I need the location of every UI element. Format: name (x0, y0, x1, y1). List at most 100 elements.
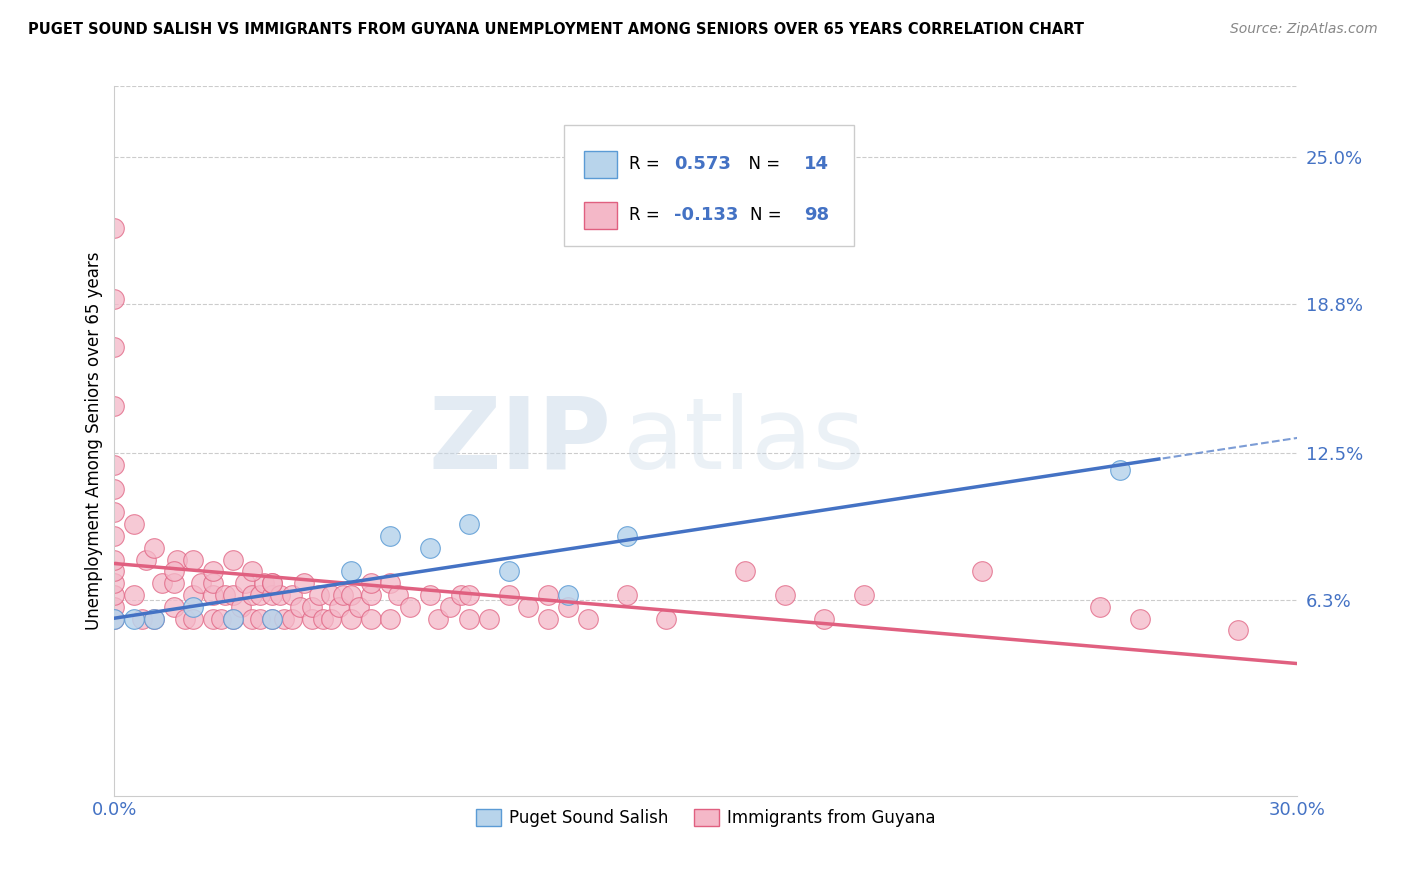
Point (269, 588, 291, 602)
Text: N =: N = (749, 206, 786, 225)
Point (262, 612, 284, 626)
Point (458, 612, 481, 626)
Point (360, 588, 382, 602)
Point (103, 482, 125, 496)
Point (517, 599, 540, 614)
Point (450, 588, 472, 602)
Point (174, 612, 197, 626)
Point (103, 552, 125, 566)
Point (387, 588, 409, 602)
Point (970, 565, 993, 579)
Point (360, 612, 382, 626)
Point (253, 576, 276, 591)
Point (142, 612, 165, 626)
Point (181, 612, 204, 626)
Text: R =: R = (628, 155, 665, 173)
FancyBboxPatch shape (564, 126, 853, 246)
Point (142, 612, 165, 626)
Point (103, 588, 125, 602)
Point (380, 529, 402, 543)
Point (419, 588, 441, 602)
Point (1129, 612, 1152, 626)
Point (201, 612, 224, 626)
Point (103, 340, 125, 354)
Point (222, 588, 245, 602)
Point (312, 612, 335, 626)
Point (616, 529, 638, 543)
Point (301, 612, 323, 626)
Point (340, 565, 363, 579)
Point (242, 565, 264, 579)
Text: N =: N = (738, 155, 785, 173)
Point (347, 599, 370, 614)
Point (150, 576, 173, 591)
Point (478, 612, 501, 626)
Point (242, 588, 264, 602)
Point (262, 612, 284, 626)
Point (458, 516, 481, 531)
Point (439, 599, 461, 614)
Point (616, 588, 638, 602)
Point (813, 612, 835, 626)
Point (131, 612, 153, 626)
Point (734, 565, 756, 579)
Text: 98: 98 (804, 206, 830, 225)
Point (181, 599, 204, 614)
Point (281, 588, 304, 602)
Point (399, 599, 422, 614)
Point (262, 588, 284, 602)
Point (332, 588, 354, 602)
Point (498, 565, 520, 579)
Point (103, 565, 125, 579)
Point (1088, 599, 1111, 614)
Point (222, 612, 245, 626)
Point (103, 458, 125, 472)
Point (380, 612, 402, 626)
Point (242, 612, 264, 626)
Point (249, 588, 271, 602)
Point (233, 576, 256, 591)
Point (1227, 624, 1250, 638)
Point (122, 588, 145, 602)
Point (1108, 462, 1130, 476)
Point (181, 588, 204, 602)
Y-axis label: Unemployment Among Seniors over 65 years: Unemployment Among Seniors over 65 years (86, 252, 103, 631)
Point (301, 599, 323, 614)
Point (122, 612, 145, 626)
Point (321, 612, 343, 626)
Point (103, 612, 125, 626)
Point (166, 552, 188, 566)
Point (201, 588, 224, 602)
Point (340, 612, 363, 626)
Point (852, 588, 875, 602)
Point (426, 612, 449, 626)
Point (222, 552, 245, 566)
Point (201, 576, 224, 591)
Point (281, 612, 304, 626)
FancyBboxPatch shape (583, 202, 617, 229)
Point (773, 588, 796, 602)
Point (557, 588, 579, 602)
Point (273, 612, 295, 626)
Point (201, 565, 224, 579)
Point (209, 612, 232, 626)
Point (328, 599, 350, 614)
Point (576, 612, 599, 626)
Point (103, 612, 125, 626)
Point (190, 576, 212, 591)
Text: Source: ZipAtlas.com: Source: ZipAtlas.com (1230, 22, 1378, 37)
Point (288, 599, 311, 614)
Text: PUGET SOUND SALISH VS IMMIGRANTS FROM GUYANA UNEMPLOYMENT AMONG SENIORS OVER 65 : PUGET SOUND SALISH VS IMMIGRANTS FROM GU… (28, 22, 1084, 37)
Text: -0.133: -0.133 (673, 206, 738, 225)
Point (340, 588, 363, 602)
Point (103, 599, 125, 614)
Point (162, 599, 184, 614)
Point (162, 576, 184, 591)
Text: ZIP: ZIP (429, 392, 612, 490)
Point (498, 588, 520, 602)
Point (537, 612, 560, 626)
Point (308, 588, 330, 602)
Point (262, 576, 284, 591)
Text: 0.573: 0.573 (673, 155, 731, 173)
FancyBboxPatch shape (583, 151, 617, 178)
